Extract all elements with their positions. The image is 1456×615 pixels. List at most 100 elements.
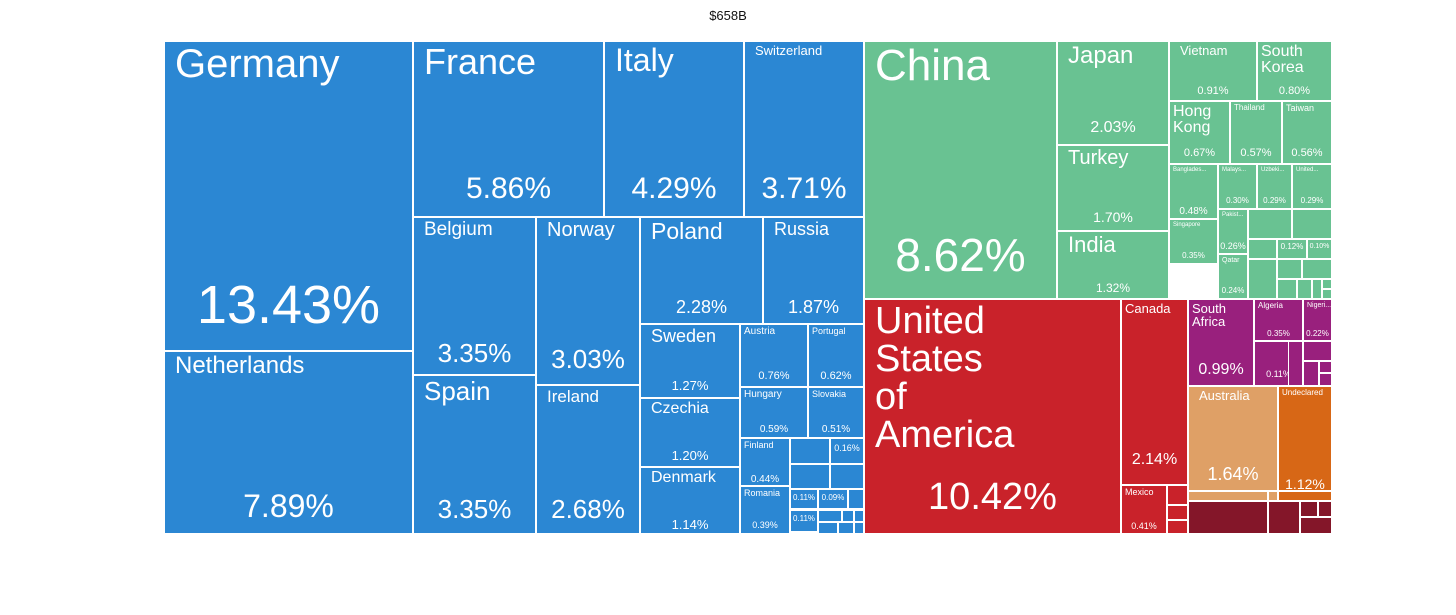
tile-value-label: 2.68% [551, 494, 625, 524]
tile-minor-31 [1188, 501, 1268, 534]
tile-minor-20 [1322, 289, 1332, 299]
tile-minor-3 [848, 489, 864, 509]
tile-minor-10 [1248, 209, 1292, 239]
tile-name: United... [1296, 167, 1319, 173]
tile-name: Austria [744, 326, 776, 337]
tile-sweden: Sweden 1.27% [640, 324, 740, 398]
tile-value-label: 0.67% [1183, 147, 1216, 159]
tile-value-label: 7.89% [243, 488, 334, 524]
tile-italy: Italy 4.29% [604, 41, 744, 217]
tile-minor-19 [1322, 279, 1332, 289]
tile-ireland: Ireland 2.68% [536, 385, 640, 534]
tile-minor-21 [1303, 341, 1332, 361]
tile-hong-kong: Hong Kong 0.67% [1169, 101, 1230, 164]
tile-canada: Canada 2.14% [1121, 299, 1188, 485]
tile-value-label: 0.99% [1198, 361, 1244, 378]
tile-value-label: 0.26% [1220, 241, 1246, 251]
tile-norway: Norway 3.03% [536, 217, 640, 385]
tile-value-label: 13.43% [196, 275, 381, 335]
tile-united-states-of-america: United States of America 10.42% [864, 299, 1121, 534]
tile-name: Japan [1068, 42, 1134, 69]
tile-name: Russia [774, 219, 830, 239]
tile-value-label: 0.35% [1182, 251, 1205, 260]
tile-value-label: 4.29% [631, 172, 717, 205]
tile-value-label: 0.48% [1179, 206, 1208, 217]
tile-value-label: 0.22% [1306, 329, 1329, 338]
tile-algeria: Algeria 0.35% [1254, 299, 1303, 341]
tile-minor-29 [1188, 491, 1268, 501]
tile-minor-23 [1319, 361, 1332, 373]
tile-value-label: 0.57% [1240, 147, 1272, 159]
tile-name: Denmark [651, 469, 716, 486]
tile-malays: Malays... 0.30% [1218, 164, 1257, 209]
tile-value-label: 3.35% [437, 338, 512, 368]
tile-name: Netherlands [175, 352, 305, 379]
tile-name: Undeclared [1282, 388, 1323, 397]
tile-value-label: 0.29% [1300, 196, 1324, 205]
tile-value-label: 0.91% [1197, 85, 1229, 97]
tile-czechia: Czechia 1.20% [640, 398, 740, 467]
tile-value-label: 1.87% [787, 297, 840, 317]
tile-value-label: 0.30% [1226, 196, 1249, 205]
tile-value-label: 0.11% [792, 493, 816, 502]
tile-mexico: Mexico 0.41% [1121, 485, 1167, 534]
tile-nigeri: Nigeri... 0.22% [1303, 299, 1332, 341]
tile-value-label: 10.42% [928, 476, 1057, 518]
tile-name: South Korea [1261, 43, 1304, 76]
tile-portugal: Portugal 0.62% [808, 324, 864, 387]
tile-germany: Germany 13.43% [164, 41, 413, 351]
tile-turkey: Turkey 1.70% [1057, 145, 1169, 231]
tile-name: Algeria [1258, 301, 1283, 310]
tile-denmark: Denmark 1.14% [640, 467, 740, 534]
tile-name: China [875, 41, 990, 90]
tile-south-africa: South Africa 0.99% [1188, 299, 1254, 386]
tile-value-label: 0.12% [1280, 242, 1304, 251]
tile-value-label: 0.44% [750, 474, 780, 485]
tile-name: Pakist... [1222, 212, 1244, 218]
tile-value-label: 0.11% [792, 514, 816, 523]
tile-name: Belgium [424, 219, 493, 240]
tile-name: Finland [744, 440, 774, 450]
tile-minor-8 [838, 522, 854, 534]
tile-value-label: 0.80% [1278, 85, 1311, 97]
tile-name: Hungary [744, 389, 782, 400]
tile-minor-24 [1319, 373, 1332, 386]
tile-minor-14 [1277, 259, 1302, 279]
tile-value-label: 0.29% [1263, 196, 1286, 205]
tile-minor-15 [1302, 259, 1332, 279]
tile-value-label: 3.03% [551, 344, 625, 374]
tile-minor-2 [830, 464, 864, 489]
tile-name: Poland [651, 218, 723, 244]
tile-austria: Austria 0.76% [740, 324, 808, 387]
tile-name: Vietnam [1180, 43, 1228, 58]
tile-name: Canada [1125, 301, 1171, 316]
tile-minor-26 [1167, 485, 1188, 505]
tile-small-22: 0.09% [818, 489, 848, 509]
tile-uzbeki: Uzbeki... 0.29% [1257, 164, 1292, 209]
tile-value-label: 1.64% [1207, 464, 1259, 484]
tile-undeclared: Undeclared 1.12% [1278, 386, 1332, 491]
tile-belgium: Belgium 3.35% [413, 217, 536, 375]
tile-value-label: 1.14% [671, 517, 709, 532]
tile-minor-30 [1268, 491, 1278, 501]
tile-value-label: 0.41% [1131, 521, 1157, 531]
tile-name: Italy [615, 42, 674, 78]
tile-minor-16 [1277, 279, 1297, 299]
tile-value-label: 3.35% [437, 494, 512, 524]
tile-minor-1 [790, 464, 830, 489]
tile-minor-0 [790, 438, 830, 464]
tile-minor-5 [842, 510, 854, 522]
tile-value-label: 0.39% [752, 520, 778, 530]
tile-minor-12 [1248, 239, 1277, 259]
tile-singapore: Singapore 0.35% [1169, 219, 1218, 264]
tile-value-label: 0.09% [821, 493, 845, 502]
tile-banglades: Banglades... 0.48% [1169, 164, 1218, 219]
tile-romania: Romania 0.39% [740, 486, 790, 534]
tile-minor-34 [1318, 501, 1332, 517]
tile-value-label: 0.11% [1266, 369, 1291, 379]
tile-value-label: 1.27% [671, 378, 709, 393]
tile-name: India [1068, 232, 1116, 257]
tile-name: Australia [1199, 388, 1250, 403]
tile-name: Czechia [651, 400, 709, 417]
tile-name: Switzerland [755, 43, 823, 58]
